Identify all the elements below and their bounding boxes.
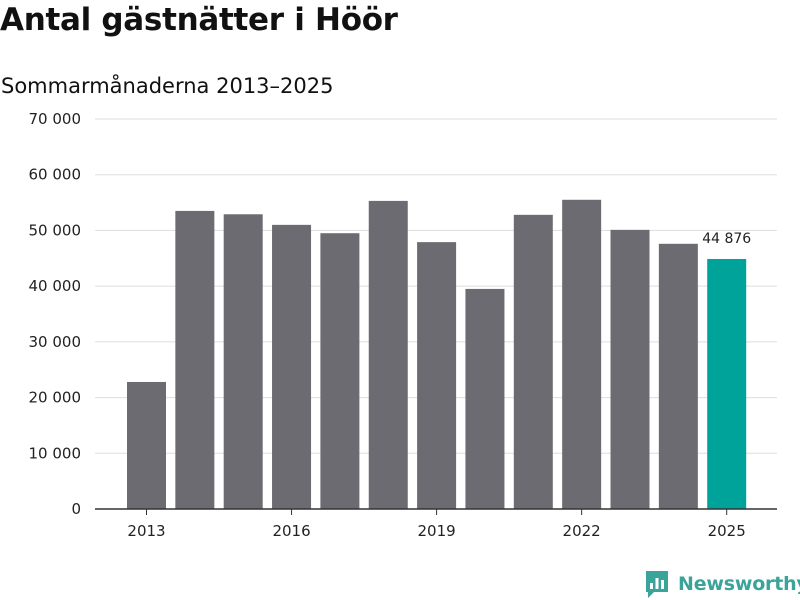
bar-2015 [223, 214, 263, 509]
newsworthy-brand[interactable]: Newsworthy [644, 569, 800, 599]
bar-2018 [368, 200, 408, 509]
bar-2023 [610, 229, 650, 509]
y-tick-label: 40 000 [29, 277, 82, 295]
bar-2016 [272, 224, 312, 509]
bar-2024 [658, 243, 698, 510]
brand-name: Newsworthy [678, 573, 800, 595]
y-tick-label: 30 000 [29, 333, 82, 351]
bar-2025 [707, 258, 747, 509]
x-tick-label: 2013 [127, 522, 165, 540]
x-tick-label: 2019 [418, 522, 456, 540]
chart-subtitle: Sommarmånaderna 2013–2025 [1, 74, 334, 98]
y-tick-label: 10 000 [29, 444, 82, 462]
y-tick-label: 0 [71, 500, 81, 518]
bar-2014 [175, 210, 215, 509]
data-labels: 44 876 [702, 231, 751, 247]
bar-2021 [513, 214, 553, 510]
newsworthy-logo-icon [646, 571, 668, 598]
data-label-2025: 44 876 [702, 231, 751, 247]
bar-2017 [320, 233, 360, 509]
bar-2019 [417, 242, 457, 509]
y-tick-label: 50 000 [29, 221, 82, 239]
bars [127, 199, 747, 510]
y-tick-label: 20 000 [29, 389, 82, 407]
y-tick-label: 70 000 [29, 110, 82, 128]
y-tick-label: 60 000 [29, 166, 82, 184]
chart-title: Antal gästnätter i Höör [0, 2, 398, 38]
x-tick-label: 2016 [272, 522, 310, 540]
bar-2020 [465, 288, 505, 509]
bar-2022 [562, 199, 602, 510]
x-axis: 2013 2016 2019 2022 2025 [95, 508, 777, 540]
x-tick-label: 2022 [563, 522, 601, 540]
x-tick-label: 2025 [708, 522, 746, 540]
y-axis-tick-labels: 0 10 000 20 000 30 000 40 000 50 000 60 000 70 … [29, 110, 82, 518]
bar-2013 [127, 381, 166, 509]
